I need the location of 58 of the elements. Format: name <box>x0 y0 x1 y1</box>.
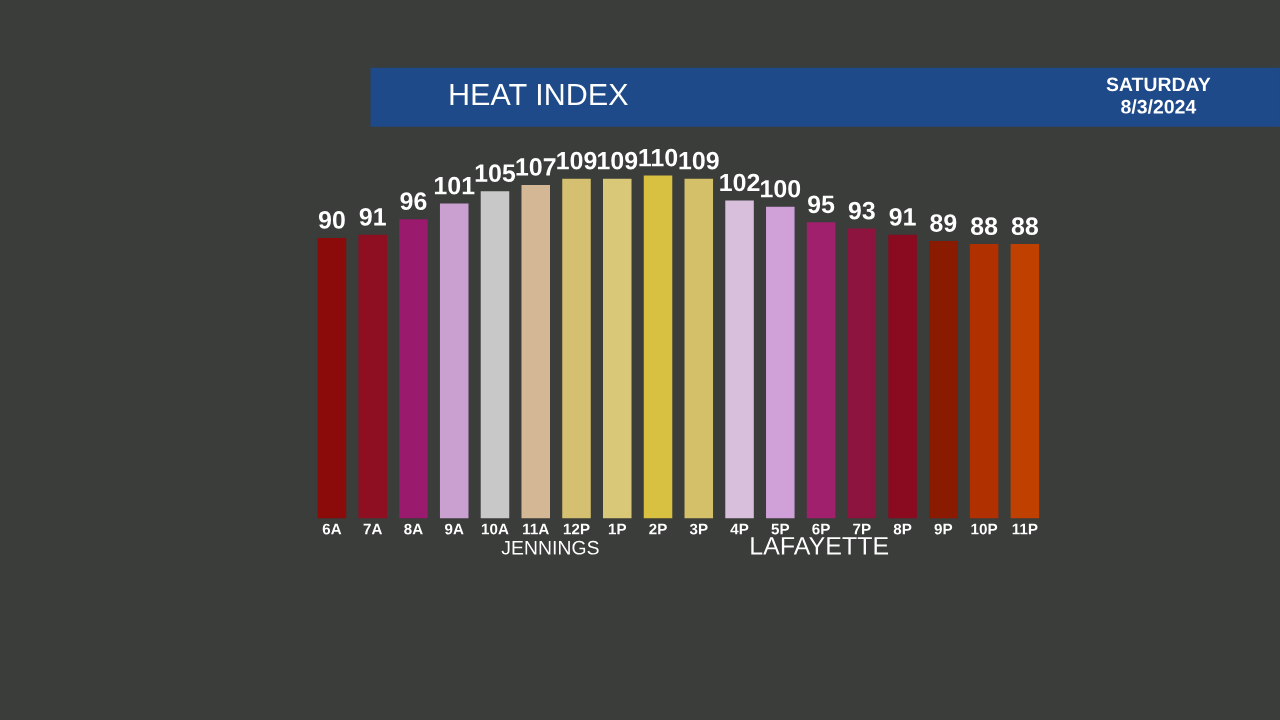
data-label: 96 <box>400 192 427 211</box>
x-tick-label: 12P <box>563 523 590 535</box>
data-label: 100 <box>761 179 801 198</box>
bar <box>480 191 510 519</box>
bar <box>929 241 958 519</box>
x-tick-label: 8A <box>404 523 423 535</box>
x-tick-label: 10P <box>971 523 998 535</box>
x-tick-label: 7P <box>853 523 871 535</box>
x-tick-label: 11A <box>523 523 549 535</box>
x-tick-label: 9P <box>934 523 953 535</box>
data-label: 107 <box>516 158 556 176</box>
bar <box>969 244 999 519</box>
bar <box>806 222 836 519</box>
bar <box>847 228 877 519</box>
data-label: 105 <box>475 164 516 183</box>
x-tick-label: 11P <box>1012 523 1038 535</box>
text: LAFAYETTE <box>751 537 889 555</box>
data-label: 93 <box>848 201 875 220</box>
x-tick-label: 6P <box>812 523 830 535</box>
data-label: 102 <box>720 173 760 192</box>
x-tick-label: 8P <box>893 523 912 535</box>
bar <box>766 206 795 519</box>
x-tick-label: 3P <box>689 523 708 535</box>
data-label: 110 <box>639 148 678 167</box>
bar <box>643 175 673 519</box>
data-label: 109 <box>679 151 719 170</box>
chart-title: HEAT INDEX <box>450 84 628 106</box>
bar <box>725 200 754 519</box>
bar <box>358 234 387 519</box>
bar <box>317 237 347 519</box>
x-tick-label: 4P <box>730 523 749 535</box>
data-label: 101 <box>434 176 475 195</box>
data-label: 88 <box>970 217 998 236</box>
bar <box>602 178 632 519</box>
x-tick-label: 6A <box>322 523 342 535</box>
data-label: 90 <box>318 211 345 229</box>
text: JENNINGS <box>501 540 599 555</box>
data-label: 91 <box>359 207 386 226</box>
bar <box>1010 244 1040 519</box>
bar <box>684 178 714 519</box>
bar <box>888 234 917 519</box>
bar <box>439 203 469 519</box>
data-label: 89 <box>930 214 957 232</box>
x-tick-label: 2P <box>649 523 667 535</box>
x-tick-label: 9A <box>444 523 464 535</box>
bar <box>399 219 428 519</box>
text: SATURDAY 8/3/2024 <box>1106 77 1211 114</box>
bar <box>562 178 591 519</box>
data-label: 95 <box>808 195 835 214</box>
data-label: 88 <box>1011 217 1038 236</box>
x-tick-label: 7A <box>363 523 383 535</box>
x-tick-label: 5P <box>771 523 790 535</box>
bar <box>521 184 551 519</box>
x-tick-label: 1P <box>608 523 627 535</box>
x-tick-label: 10A <box>481 523 509 535</box>
data-label: 109 <box>597 151 638 170</box>
data-label: 91 <box>889 207 916 226</box>
data-label: 109 <box>557 151 597 170</box>
